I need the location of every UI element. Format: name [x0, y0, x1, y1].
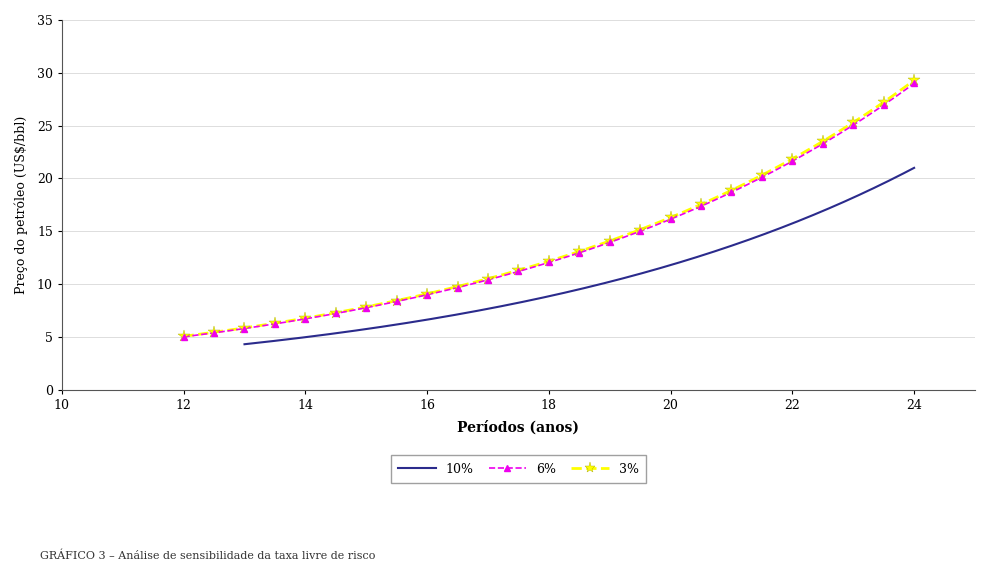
Y-axis label: Preço do petróleo (US$/bbl): Preço do petróleo (US$/bbl)	[15, 116, 29, 294]
X-axis label: Períodos (anos): Períodos (anos)	[457, 420, 579, 434]
Text: GRÁFICO 3 – Análise de sensibilidade da taxa livre de risco: GRÁFICO 3 – Análise de sensibilidade da …	[40, 551, 375, 562]
Legend: 10%, 6%, 3%: 10%, 6%, 3%	[391, 455, 646, 483]
